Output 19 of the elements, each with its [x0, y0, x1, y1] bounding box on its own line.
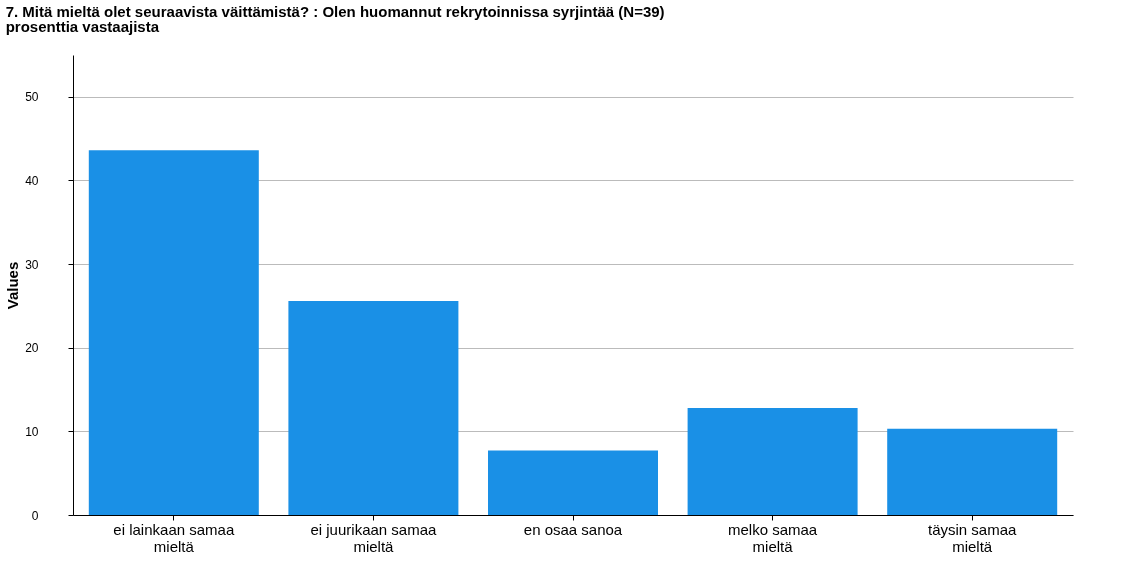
x-tick-label: melko samaa mieltä	[728, 520, 818, 555]
x-tick-label: ei juurikaan samaa mieltä	[310, 520, 438, 555]
bar	[488, 450, 658, 515]
y-tick-label: 30	[25, 257, 39, 272]
x-tick-label: en osaa sanoa	[523, 520, 623, 538]
x-tick-label: ei lainkaan samaa mieltä	[113, 520, 235, 555]
y-tick-label: 50	[25, 90, 39, 105]
y-axis-title: Values	[4, 261, 22, 310]
y-tick-label: 20	[25, 341, 39, 356]
y-tick-label: 40	[25, 173, 39, 188]
bar	[887, 428, 1058, 515]
chart-subtitle: prosenttia vastaajista	[5, 18, 160, 35]
x-tick-label: täysin samaa mieltä	[928, 520, 1018, 555]
y-tick-label: 0	[31, 508, 39, 523]
chart-title: 7. Mitä mieltä olet seuraavista väittämistä? : Olen huomannut rekrytoinnissa syrjintää (N=39)	[5, 3, 665, 20]
bar	[288, 300, 459, 515]
bar	[88, 150, 259, 515]
bar	[687, 407, 858, 515]
y-tick-label: 10	[25, 424, 39, 439]
